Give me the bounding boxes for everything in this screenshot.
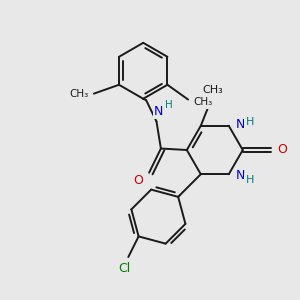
Text: O: O <box>277 143 287 157</box>
Text: CH₃: CH₃ <box>70 88 89 99</box>
Text: O: O <box>133 174 143 188</box>
Text: H: H <box>246 175 254 184</box>
Text: CH₃: CH₃ <box>193 98 212 107</box>
Text: H: H <box>165 100 173 110</box>
Text: H: H <box>246 117 254 127</box>
Text: N: N <box>154 105 164 118</box>
Text: N: N <box>235 169 244 182</box>
Text: N: N <box>235 118 244 131</box>
Text: Cl: Cl <box>118 262 130 275</box>
Text: CH₃: CH₃ <box>202 85 223 94</box>
